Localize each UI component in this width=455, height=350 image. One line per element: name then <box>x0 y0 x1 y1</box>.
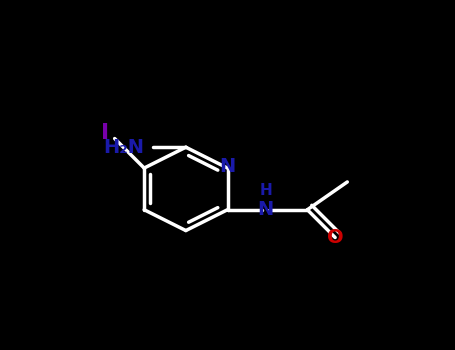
Text: O: O <box>327 228 344 247</box>
Text: H₂N: H₂N <box>103 138 144 157</box>
Text: H: H <box>259 183 272 198</box>
Text: I: I <box>101 123 110 144</box>
Text: N: N <box>219 157 236 176</box>
Text: N: N <box>258 200 274 219</box>
